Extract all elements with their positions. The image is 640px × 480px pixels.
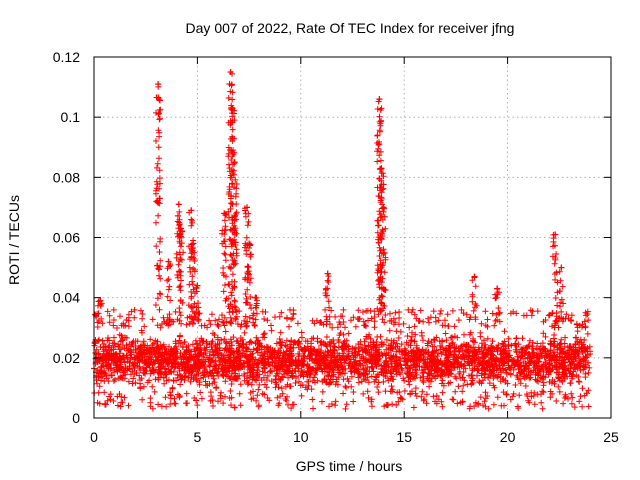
y-tick-label: 0.1 bbox=[61, 109, 81, 125]
spike-peak-point bbox=[324, 270, 331, 277]
plot-frame bbox=[93, 56, 612, 419]
spike-peak-point bbox=[221, 210, 228, 217]
spike-peak-point bbox=[244, 204, 251, 211]
y-tick-label: 0.06 bbox=[53, 230, 80, 246]
x-tick-label: 20 bbox=[500, 429, 516, 445]
x-tick-label: 15 bbox=[396, 429, 412, 445]
y-tick-label: 0.08 bbox=[53, 169, 80, 185]
x-tick-label: 25 bbox=[603, 429, 619, 445]
x-axis-label: GPS time / hours bbox=[296, 458, 403, 474]
data-points bbox=[91, 69, 594, 412]
y-tick-label: 0 bbox=[72, 410, 80, 426]
plot-border bbox=[93, 56, 612, 419]
spike-peak-point bbox=[380, 204, 387, 211]
x-tick-label: 5 bbox=[194, 429, 202, 445]
spike-peak-point bbox=[231, 159, 238, 166]
x-tick-label: 0 bbox=[90, 429, 98, 445]
spike-peak-point bbox=[377, 261, 384, 268]
spike-peak-point bbox=[376, 96, 383, 103]
tick-labels: 0 0.02 0.04 0.06 0.08 0.1 0.12 0 5 10 15 20 25 bbox=[53, 49, 619, 445]
roti-point-markers bbox=[91, 69, 594, 412]
spike-peak-point bbox=[246, 240, 253, 247]
spike-peak-point bbox=[188, 207, 195, 214]
x-tick-label: 10 bbox=[293, 429, 309, 445]
spike-peak-point bbox=[229, 105, 236, 112]
spike-peak-point bbox=[471, 273, 478, 280]
spike-peak-point bbox=[558, 264, 565, 271]
spike-peak-point bbox=[252, 294, 259, 301]
y-tick-label: 0.04 bbox=[53, 290, 80, 306]
spike-peak-point bbox=[177, 225, 184, 232]
y-tick-label: 0.02 bbox=[53, 350, 80, 366]
spike-peak-point bbox=[194, 282, 201, 289]
spike-peak-point bbox=[378, 165, 385, 172]
spike-peak-point bbox=[155, 81, 162, 88]
spike-peak-point bbox=[165, 258, 172, 265]
spike-peak-point bbox=[227, 69, 234, 76]
chart-title: Day 007 of 2022, Rate Of TEC Index for r… bbox=[186, 20, 515, 36]
spike-peak-point bbox=[97, 297, 104, 304]
y-tick-label: 0.12 bbox=[53, 49, 80, 65]
y-axis-label: ROTI / TECUs bbox=[6, 195, 22, 285]
spike-peak-point bbox=[552, 231, 559, 238]
spike-peak-point bbox=[494, 285, 501, 292]
spike-peak-point bbox=[175, 201, 182, 208]
spike-peak-point bbox=[190, 240, 197, 247]
